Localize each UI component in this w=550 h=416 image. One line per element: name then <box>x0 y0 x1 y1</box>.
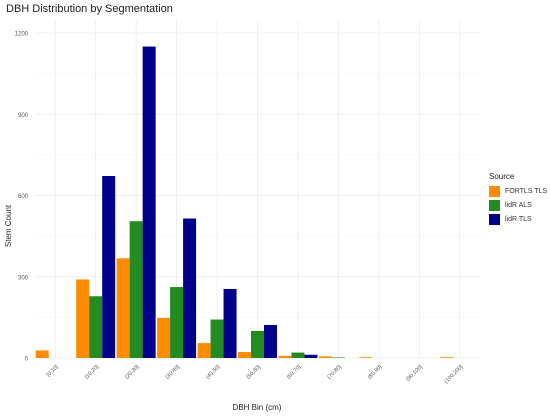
bar-fortls-tls <box>238 352 251 358</box>
y-tick-label: 600 <box>18 194 29 200</box>
legend-swatch <box>489 186 500 197</box>
legend-swatch <box>489 200 500 211</box>
x-tick-label: (50,60] <box>246 364 263 381</box>
bar-fortls-tls <box>35 350 49 358</box>
y-tick-label: 1200 <box>15 32 29 38</box>
x-tick-label: (20,30] <box>124 364 141 381</box>
bar-lidr-als <box>170 287 184 358</box>
legend-label: lidR TLS <box>505 216 532 223</box>
y-tick-label: 300 <box>18 275 29 281</box>
bar-lidr-tls <box>264 324 277 358</box>
y-axis-title: Stem Count <box>4 204 13 247</box>
x-axis-title: DBH Bin (cm) <box>233 403 282 412</box>
bar-fortls-tls <box>76 279 90 358</box>
legend-item: lidR TLS <box>489 213 547 226</box>
bar-lidr-tls <box>183 218 197 358</box>
bar-fortls-tls <box>116 258 130 358</box>
bar-lidr-als <box>89 296 103 358</box>
bar-lidr-als <box>210 319 224 358</box>
bar-fortls-tls <box>318 356 332 358</box>
legend-label: lidR ALS <box>505 202 532 209</box>
x-tick-label: (60,70] <box>286 364 303 381</box>
y-tick-label: 0 <box>25 357 29 363</box>
bar-lidr-als <box>251 330 264 358</box>
x-tick-label: (100,200] <box>444 364 465 385</box>
x-tick-labels: [0,10] (10,20] (20,30] (30,40] (40,50] (50,60… <box>46 364 465 385</box>
bars <box>35 46 454 359</box>
bar-lidr-tls <box>142 46 156 359</box>
bar-lidr-als <box>129 221 143 358</box>
x-tick-label: (40,50] <box>205 364 222 381</box>
x-tick-label: (70,80] <box>326 364 343 381</box>
bar-fortls-tls <box>278 355 292 358</box>
y-tick-labels: 0 300 600 900 1200 <box>15 32 29 363</box>
bar-fortls-tls <box>197 343 211 358</box>
x-tick-label: (80,90] <box>367 364 384 381</box>
x-tick-label: [0,10] <box>46 364 60 378</box>
bar-fortls-tls <box>157 317 171 358</box>
bar-lidr-als <box>291 352 305 358</box>
legend-title: Source <box>489 172 515 181</box>
legend: Source FORTLS TLS lidR ALS lidR TLS <box>489 172 547 226</box>
bar-fortls-tls <box>440 357 454 358</box>
legend-item: lidR ALS <box>489 199 547 212</box>
bar-lidr-als <box>331 357 345 358</box>
legend-label: FORTLS TLS <box>505 188 548 195</box>
x-tick-label: (30,40] <box>165 364 182 381</box>
bar-lidr-tls <box>102 176 116 358</box>
x-tick-label: (90,100] <box>405 364 424 383</box>
bar-fortls-tls <box>359 357 373 358</box>
y-tick-label: 900 <box>18 113 29 119</box>
chart-title: DBH Distribution by Segmentation <box>6 3 173 15</box>
bar-lidr-tls <box>223 288 237 358</box>
legend-swatch <box>489 214 500 225</box>
x-tick-label: (10,20] <box>84 364 101 381</box>
bar-lidr-tls <box>304 354 318 358</box>
legend-item: FORTLS TLS <box>489 185 547 198</box>
